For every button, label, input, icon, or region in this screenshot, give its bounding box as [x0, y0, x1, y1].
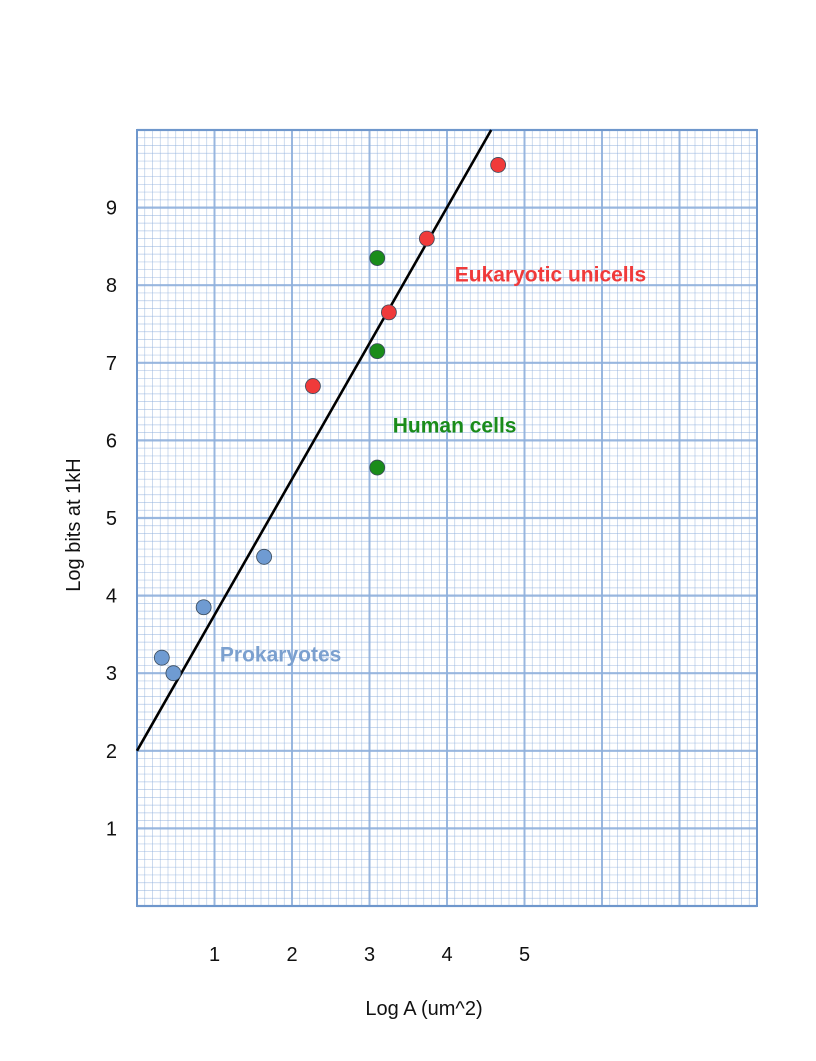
data-point-prokaryotes [256, 548, 273, 565]
x-tick-label: 5 [519, 944, 530, 966]
data-point-human-cells [369, 250, 386, 266]
data-point-prokaryotes [153, 649, 170, 666]
y-tick-label: 7 [106, 353, 117, 375]
data-point-eukaryotic-unicells [490, 157, 507, 173]
annotations: Eukaryotic unicells Human cells Prokaryote… [220, 263, 646, 666]
annotation-label: Prokaryotes [220, 644, 341, 667]
data-point-human-cells [369, 459, 386, 476]
x-tick-label: 1 [209, 944, 220, 966]
data-point-prokaryotes [195, 599, 212, 616]
y-tick-label: 6 [106, 430, 117, 452]
tick-labels: 1 2 3 4 5 1 2 3 4 5 6 7 8 9 [106, 198, 530, 966]
y-tick-label: 4 [106, 586, 117, 608]
data-point-prokaryotes [165, 665, 182, 682]
grid [136, 128, 758, 908]
y-tick-label: 5 [106, 508, 117, 530]
y-tick-label: 8 [106, 275, 117, 297]
x-axis-title: Log A (um^2) [365, 998, 482, 1020]
y-tick-label: 2 [106, 741, 117, 763]
x-tick-label: 2 [286, 944, 297, 966]
y-tick-label: 1 [106, 818, 117, 840]
plot-frame [136, 129, 758, 907]
annotation-label: Eukaryotic unicells [455, 263, 646, 286]
x-tick-label: 4 [441, 944, 452, 966]
data-point-eukaryotic-unicells [380, 304, 397, 321]
data-point-eukaryotic-unicells [418, 230, 435, 247]
y-axis-title: Log bits at 1kH [63, 458, 85, 591]
y-tick-label: 9 [106, 198, 117, 220]
annotation-label: Human cells [393, 415, 517, 438]
data-point-eukaryotic-unicells [305, 378, 321, 394]
data-point-human-cells [369, 343, 386, 360]
x-tick-label: 3 [364, 944, 375, 966]
y-tick-label: 3 [106, 663, 117, 685]
data-points [153, 157, 507, 682]
